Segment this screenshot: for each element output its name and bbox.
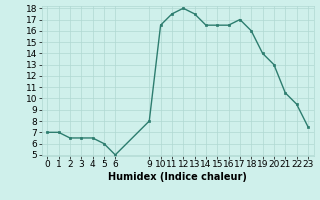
X-axis label: Humidex (Indice chaleur): Humidex (Indice chaleur) [108, 172, 247, 182]
